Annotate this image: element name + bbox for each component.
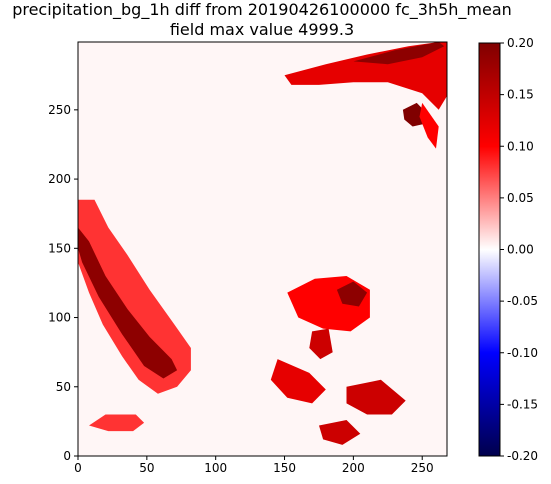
colorbar-axis: -0.20 -0.15 -0.10 -0.05 0.00 0.05 0.10 0.15 0.20 (500, 36, 538, 463)
colorbar-tick-label: 0.05 (507, 191, 534, 205)
colorbar-tick-label: -0.10 (507, 346, 538, 360)
region-northeast-tail (419, 102, 439, 149)
y-axis: 0 50 100 150 200 250 (48, 103, 78, 463)
x-tick-label: 200 (342, 461, 365, 475)
colorbar-tick-label: -0.15 (507, 397, 538, 411)
region-sw-cluster (89, 414, 145, 432)
region-northeast-band-core (353, 42, 445, 65)
x-tick-label: 0 (74, 461, 82, 475)
colorbar-tick-label: 0.20 (507, 36, 534, 50)
region-bottom-cluster (319, 420, 361, 445)
region-mid-south-cluster (309, 328, 333, 360)
region-west-band-core (78, 227, 178, 379)
y-tick-label: 50 (56, 380, 71, 394)
x-axis: 0 50 100 150 200 250 (74, 456, 434, 475)
colorbar-tick-label: -0.05 (507, 294, 538, 308)
colorbar-tick-label: -0.20 (507, 449, 538, 463)
colorbar-tick-label: 0.10 (507, 139, 534, 153)
colorbar-tick-label: 0.15 (507, 88, 534, 102)
chart-title-line1: precipitation_bg_1h diff from 2019042610… (12, 0, 512, 20)
y-tick-label: 0 (63, 449, 71, 463)
x-tick-label: 50 (139, 461, 154, 475)
x-tick-label: 150 (273, 461, 296, 475)
y-tick-label: 100 (48, 311, 71, 325)
x-tick-label: 100 (204, 461, 227, 475)
y-tick-label: 250 (48, 103, 71, 117)
x-tick-label: 250 (411, 461, 434, 475)
region-south-east-cluster (346, 379, 406, 415)
chart-title-line2: field max value 4999.3 (170, 20, 354, 39)
region-central-east-core (336, 281, 368, 307)
region-west-band-outer (78, 199, 191, 394)
y-tick-label: 150 (48, 241, 71, 255)
heatmap-regions (78, 42, 447, 445)
region-south-cluster (270, 359, 326, 404)
colorbar (478, 42, 501, 457)
y-tick-label: 200 (48, 172, 71, 186)
colorbar-tick-label: 0.00 (507, 243, 534, 257)
plot-frame (77, 41, 448, 457)
